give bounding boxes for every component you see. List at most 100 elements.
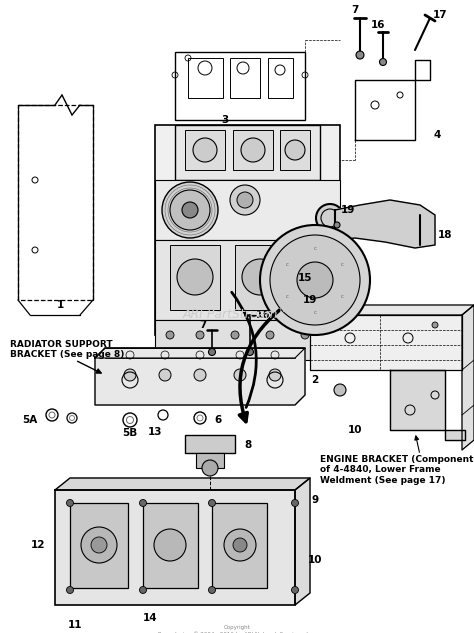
Circle shape — [316, 204, 344, 232]
Polygon shape — [390, 370, 465, 440]
Bar — [175, 52, 305, 120]
Circle shape — [301, 331, 309, 339]
Text: 12: 12 — [31, 540, 45, 550]
Text: 8: 8 — [245, 440, 252, 450]
Text: 1: 1 — [56, 300, 64, 310]
Circle shape — [233, 538, 247, 552]
Bar — [230, 58, 260, 98]
Circle shape — [209, 499, 216, 506]
Text: Copyright
Page design © 2004 - 2016 by ARI Network Services, Inc.: Copyright Page design © 2004 - 2016 by A… — [158, 625, 316, 633]
Bar — [155, 320, 340, 360]
Bar — [143, 503, 198, 588]
Circle shape — [193, 138, 217, 162]
Circle shape — [66, 587, 73, 594]
Circle shape — [230, 185, 260, 215]
Text: 9: 9 — [311, 495, 319, 505]
Bar — [70, 503, 128, 588]
Circle shape — [297, 262, 333, 298]
Circle shape — [246, 349, 254, 356]
Text: 2: 2 — [311, 375, 319, 385]
Circle shape — [242, 259, 278, 295]
Bar — [175, 125, 320, 180]
Polygon shape — [462, 305, 474, 450]
Bar — [212, 503, 267, 588]
Circle shape — [234, 369, 246, 381]
Text: c: c — [286, 294, 289, 299]
Bar — [233, 130, 273, 170]
Circle shape — [292, 499, 299, 506]
Bar — [18, 105, 93, 300]
Bar — [55, 490, 295, 605]
Polygon shape — [95, 348, 305, 405]
Text: 5B: 5B — [122, 428, 137, 438]
Circle shape — [224, 529, 256, 561]
Polygon shape — [335, 200, 435, 248]
Text: 16: 16 — [371, 20, 385, 30]
Circle shape — [139, 587, 146, 594]
Text: 7: 7 — [351, 5, 359, 15]
Text: 5A: 5A — [22, 415, 37, 425]
Circle shape — [209, 349, 216, 356]
Circle shape — [285, 140, 305, 160]
Circle shape — [334, 384, 346, 396]
Circle shape — [237, 192, 253, 208]
Circle shape — [166, 331, 174, 339]
Circle shape — [170, 190, 210, 230]
Circle shape — [380, 58, 386, 65]
Polygon shape — [295, 478, 310, 605]
Text: c: c — [341, 261, 344, 266]
Polygon shape — [310, 305, 474, 315]
Circle shape — [292, 587, 299, 594]
Bar — [188, 58, 223, 98]
Text: ARI PartStream™: ARI PartStream™ — [183, 308, 291, 322]
Circle shape — [269, 369, 281, 381]
Bar — [185, 130, 225, 170]
Circle shape — [162, 182, 218, 238]
Circle shape — [231, 331, 239, 339]
Circle shape — [334, 222, 340, 228]
Polygon shape — [95, 348, 305, 358]
Circle shape — [124, 369, 136, 381]
Text: 18: 18 — [438, 230, 452, 240]
Circle shape — [182, 202, 198, 218]
Bar — [155, 180, 340, 240]
Circle shape — [154, 529, 186, 561]
Circle shape — [241, 138, 265, 162]
Bar — [310, 315, 462, 370]
Circle shape — [337, 322, 343, 328]
Text: 14: 14 — [143, 613, 157, 623]
Text: 15: 15 — [298, 273, 312, 283]
Text: 16: 16 — [256, 310, 270, 320]
Polygon shape — [55, 478, 310, 490]
Text: ENGINE BRACKET (Component
of 4-4840, Lower Frame
Weldment (See page 17): ENGINE BRACKET (Component of 4-4840, Low… — [320, 455, 474, 485]
Text: 19: 19 — [303, 295, 317, 305]
Circle shape — [177, 259, 213, 295]
Text: c: c — [286, 261, 289, 266]
Bar — [155, 240, 340, 320]
Bar — [235, 245, 285, 310]
Text: 7: 7 — [199, 320, 207, 330]
Text: 13: 13 — [148, 427, 162, 437]
Circle shape — [260, 225, 370, 335]
Text: 6: 6 — [214, 415, 222, 425]
Circle shape — [202, 460, 218, 476]
Text: c: c — [341, 294, 344, 299]
Circle shape — [196, 331, 204, 339]
Bar — [280, 130, 310, 170]
Circle shape — [294, 258, 302, 266]
Circle shape — [81, 527, 117, 563]
Bar — [155, 125, 340, 335]
Circle shape — [266, 331, 274, 339]
Circle shape — [432, 322, 438, 328]
Text: 10: 10 — [348, 425, 362, 435]
Circle shape — [356, 51, 364, 59]
Circle shape — [326, 331, 334, 339]
Circle shape — [294, 242, 326, 274]
Text: 17: 17 — [433, 10, 447, 20]
Bar — [196, 453, 224, 468]
Circle shape — [300, 248, 320, 268]
Text: c: c — [313, 246, 317, 251]
Text: 11: 11 — [68, 620, 82, 630]
Bar — [268, 58, 293, 98]
Text: 4: 4 — [433, 130, 441, 140]
